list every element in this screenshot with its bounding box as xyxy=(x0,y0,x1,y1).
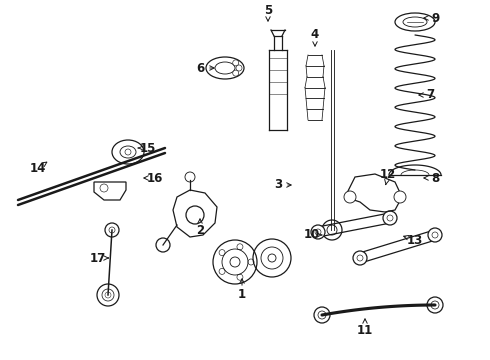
Circle shape xyxy=(394,191,406,203)
Text: 6: 6 xyxy=(196,62,204,75)
Text: 13: 13 xyxy=(407,234,423,247)
Circle shape xyxy=(344,191,356,203)
Circle shape xyxy=(233,70,239,76)
Circle shape xyxy=(105,223,119,237)
Text: 9: 9 xyxy=(431,12,439,24)
Text: 10: 10 xyxy=(304,229,320,242)
Circle shape xyxy=(314,307,330,323)
Circle shape xyxy=(97,284,119,306)
Circle shape xyxy=(233,60,239,66)
Circle shape xyxy=(428,228,442,242)
Circle shape xyxy=(311,225,325,239)
Circle shape xyxy=(383,211,397,225)
Text: 8: 8 xyxy=(431,171,439,184)
Text: 17: 17 xyxy=(90,252,106,265)
Circle shape xyxy=(427,297,443,313)
Circle shape xyxy=(353,251,367,265)
Circle shape xyxy=(236,65,242,71)
Text: 4: 4 xyxy=(311,28,319,41)
Text: 15: 15 xyxy=(140,141,156,154)
Text: 5: 5 xyxy=(264,4,272,17)
Text: 7: 7 xyxy=(426,89,434,102)
Text: 11: 11 xyxy=(357,324,373,337)
Text: 12: 12 xyxy=(380,168,396,181)
Text: 1: 1 xyxy=(238,288,246,302)
Text: 2: 2 xyxy=(196,224,204,237)
Text: 3: 3 xyxy=(274,179,282,192)
Text: 16: 16 xyxy=(147,171,163,184)
Text: 14: 14 xyxy=(30,162,46,175)
